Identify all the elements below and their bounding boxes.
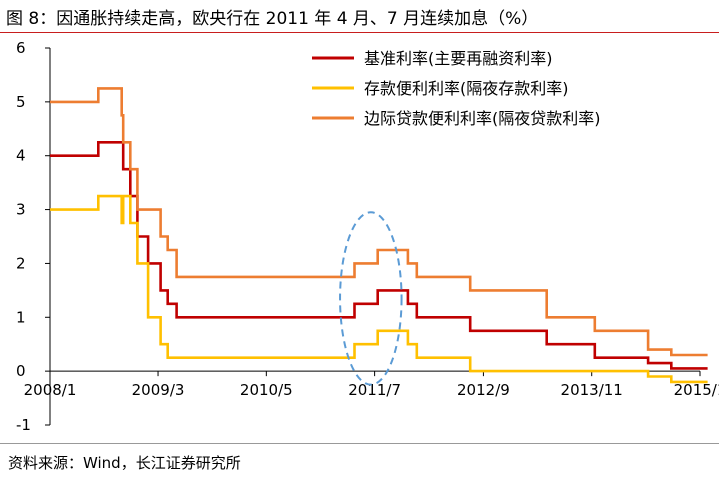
y-tick-label: 4 [16, 147, 26, 165]
series-line-2 [50, 194, 708, 384]
annotation-layer [339, 211, 403, 386]
y-tick-label: 6 [16, 39, 26, 57]
legend-label-2: 存款便利利率(隔夜存款利率) [364, 79, 569, 98]
x-tick-label: 2010/5 [240, 381, 293, 399]
y-tick-label: 2 [16, 254, 26, 272]
chart-axes: 6 5 4 3 2 1 0 -1 2008/1 2009/3 2010/5 2011/7 2012/9 2… [16, 39, 719, 434]
y-tick-label: 3 [16, 201, 26, 219]
x-tick-label: 2015/1 [674, 381, 719, 399]
legend-label-3: 边际贷款便利利率(隔夜贷款利率) [364, 109, 601, 128]
y-tick-label: 0 [16, 362, 26, 380]
legend-label-1: 基准利率(主要再融资利率) [364, 49, 553, 68]
x-tick-label: 2011/7 [348, 381, 401, 399]
title-rule [0, 32, 719, 33]
chart-legend: 基准利率(主要再融资利率) 存款便利利率(隔夜存款利率) 边际贷款便利利率(隔夜贷款… [312, 49, 601, 128]
highlight-ellipse [339, 211, 403, 386]
x-tick-label: 2012/9 [457, 381, 510, 399]
y-tick-label: 5 [16, 93, 26, 111]
series-line-1 [50, 141, 708, 370]
series-line-3 [50, 87, 708, 357]
x-tick-label: 2013/11 [561, 381, 623, 399]
x-tick-label: 2008/1 [24, 381, 77, 399]
y-tick-label: 1 [16, 308, 26, 326]
y-tick-label: -1 [16, 416, 31, 434]
source-note: 资料来源：Wind，长江证券研究所 [8, 454, 241, 472]
bottom-rule [0, 443, 719, 444]
series-layer [50, 87, 708, 384]
figure-title: 图 8：因通胀持续走高，欧央行在 2011 年 4 月、7 月连续加息（%） [6, 9, 539, 29]
x-tick-label: 2009/3 [132, 381, 185, 399]
